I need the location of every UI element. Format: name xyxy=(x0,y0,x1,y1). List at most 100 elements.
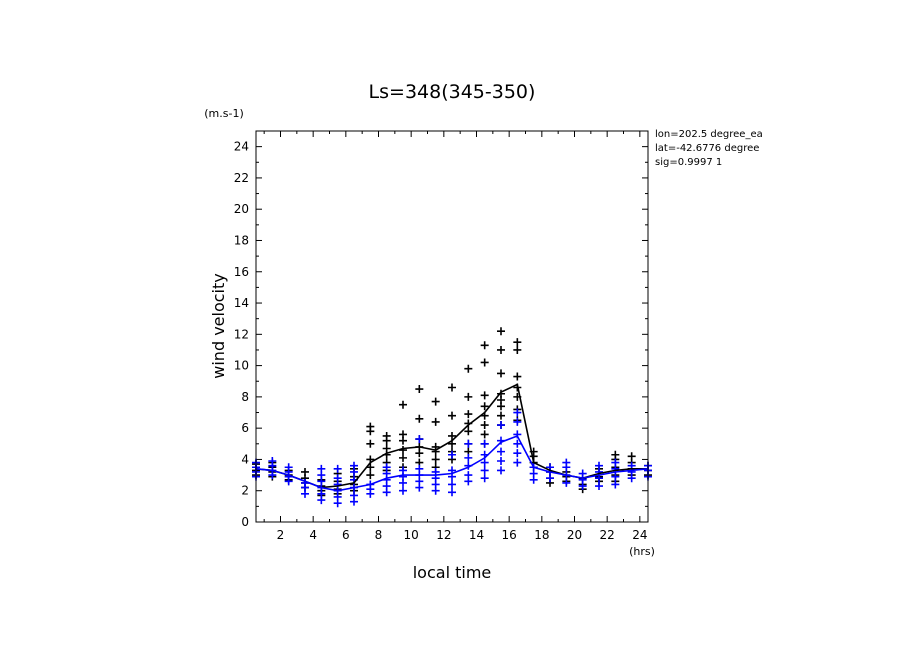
scatter-point-marker xyxy=(382,431,391,440)
scatter-point-marker xyxy=(480,341,489,350)
y-tick-label: 20 xyxy=(234,202,249,216)
x-tick-label: 6 xyxy=(342,528,350,542)
scatter-point-marker xyxy=(464,364,473,373)
x-tick-label: 4 xyxy=(309,528,317,542)
scatter-point-marker xyxy=(333,474,342,483)
scatter-point-marker xyxy=(464,392,473,401)
annotation-sig: sig=0.9997 1 xyxy=(655,157,722,168)
y-tick-label: 22 xyxy=(234,171,249,185)
y-tick-label: 14 xyxy=(234,296,249,310)
scatter-point-marker xyxy=(464,410,473,419)
scatter-point-marker xyxy=(415,464,424,473)
scatter-point-marker xyxy=(317,464,326,473)
scatter-point-marker xyxy=(513,417,522,426)
scatter-point-marker xyxy=(611,458,620,467)
x-tick-label: 10 xyxy=(404,528,419,542)
y-tick-label: 18 xyxy=(234,233,249,247)
annotation-lon: lon=202.5 degree_ea xyxy=(655,129,763,140)
x-tick-label: 14 xyxy=(469,528,484,542)
scatter-point-marker xyxy=(497,389,505,398)
scatter-point-marker xyxy=(301,467,309,476)
y-tick-label: 2 xyxy=(241,484,249,498)
scatter-point-marker xyxy=(497,421,505,430)
scatter-point-marker xyxy=(627,452,636,461)
y-tick-label: 24 xyxy=(234,140,249,154)
scatter-point-marker xyxy=(350,461,358,470)
y-axis-title: wind velocity xyxy=(209,273,228,378)
scatter-point-marker xyxy=(399,400,407,409)
scatter-point-marker xyxy=(480,458,489,467)
scatter-point-marker xyxy=(431,397,440,406)
y-tick-label: 12 xyxy=(234,327,249,341)
scatter-point-marker xyxy=(448,411,456,420)
scatter-point-marker xyxy=(415,385,424,394)
scatter-point-marker xyxy=(464,427,473,436)
scatter-point-marker xyxy=(513,372,522,381)
scatter-points xyxy=(252,327,652,508)
scatter-point-marker xyxy=(611,472,620,481)
scatter-point-marker xyxy=(448,431,456,440)
scatter-point-marker xyxy=(578,469,587,478)
scatter-point-marker xyxy=(431,455,440,464)
scatter-point-marker xyxy=(448,450,456,459)
scatter-point-marker xyxy=(513,449,522,458)
scatter-point-marker xyxy=(480,466,489,475)
x-unit-label: (hrs) xyxy=(629,545,655,558)
scatter-point-marker xyxy=(480,358,489,367)
scatter-point-marker xyxy=(399,453,407,462)
scatter-point-marker xyxy=(399,466,407,475)
scatter-point-marker xyxy=(480,391,489,400)
x-tick-label: 2 xyxy=(277,528,285,542)
scatter-point-marker xyxy=(513,345,522,354)
plot-frame xyxy=(255,130,649,523)
x-tick-label: 8 xyxy=(375,528,383,542)
scatter-point-marker xyxy=(268,457,277,466)
scatter-point-marker xyxy=(431,417,440,426)
scatter-point-marker xyxy=(497,369,505,378)
mean-lines xyxy=(255,383,649,492)
scatter-point-marker xyxy=(284,463,293,472)
y-tick-label: 6 xyxy=(241,421,249,435)
scatter-point-marker xyxy=(497,466,505,475)
annotation-lat: lat=-42.6776 degree xyxy=(655,143,759,154)
y-tick-label: 4 xyxy=(241,452,249,466)
y-tick-label: 8 xyxy=(241,390,249,404)
scatter-point-marker xyxy=(497,345,505,354)
scatter-point-marker xyxy=(497,457,505,466)
chart-title: Ls=348(345-350) xyxy=(369,81,536,103)
scatter-point-marker xyxy=(497,411,505,420)
scatter-point-marker xyxy=(448,480,456,489)
x-tick-label: 22 xyxy=(600,528,615,542)
x-axis-title: local time xyxy=(413,563,492,582)
scatter-point-marker xyxy=(464,439,473,448)
scatter-point-marker xyxy=(399,430,407,439)
scatter-point-marker xyxy=(464,471,473,480)
scatter-point-marker xyxy=(595,482,603,491)
scatter-point-marker xyxy=(464,453,473,462)
scatter-point-marker xyxy=(480,474,489,483)
scatter-point-marker xyxy=(480,421,489,430)
x-tick-label: 20 xyxy=(567,528,582,542)
x-tick-label: 12 xyxy=(436,528,451,542)
scatter-point-marker xyxy=(562,478,571,487)
scatter-point-marker xyxy=(513,408,522,417)
scatter-point-marker xyxy=(562,458,571,467)
scatter-point-marker xyxy=(366,471,375,480)
scatter-point-marker xyxy=(382,463,391,472)
y-tick-label: 16 xyxy=(234,265,249,279)
scatter-point-marker xyxy=(497,447,505,456)
scatter-point-marker xyxy=(513,338,522,347)
x-tick-label: 24 xyxy=(632,528,647,542)
scatter-point-marker xyxy=(366,422,375,431)
y-unit-label: (m.s-1) xyxy=(204,107,244,120)
scatter-point-marker xyxy=(333,464,342,473)
scatter-point-marker xyxy=(415,435,424,444)
y-tick-label: 0 xyxy=(241,515,249,529)
scatter-point-marker xyxy=(497,327,505,336)
scatter-point-marker xyxy=(415,414,424,423)
scatter-point-marker xyxy=(513,458,522,467)
scatter-point-marker xyxy=(366,439,375,448)
scatter-point-marker xyxy=(366,463,375,472)
